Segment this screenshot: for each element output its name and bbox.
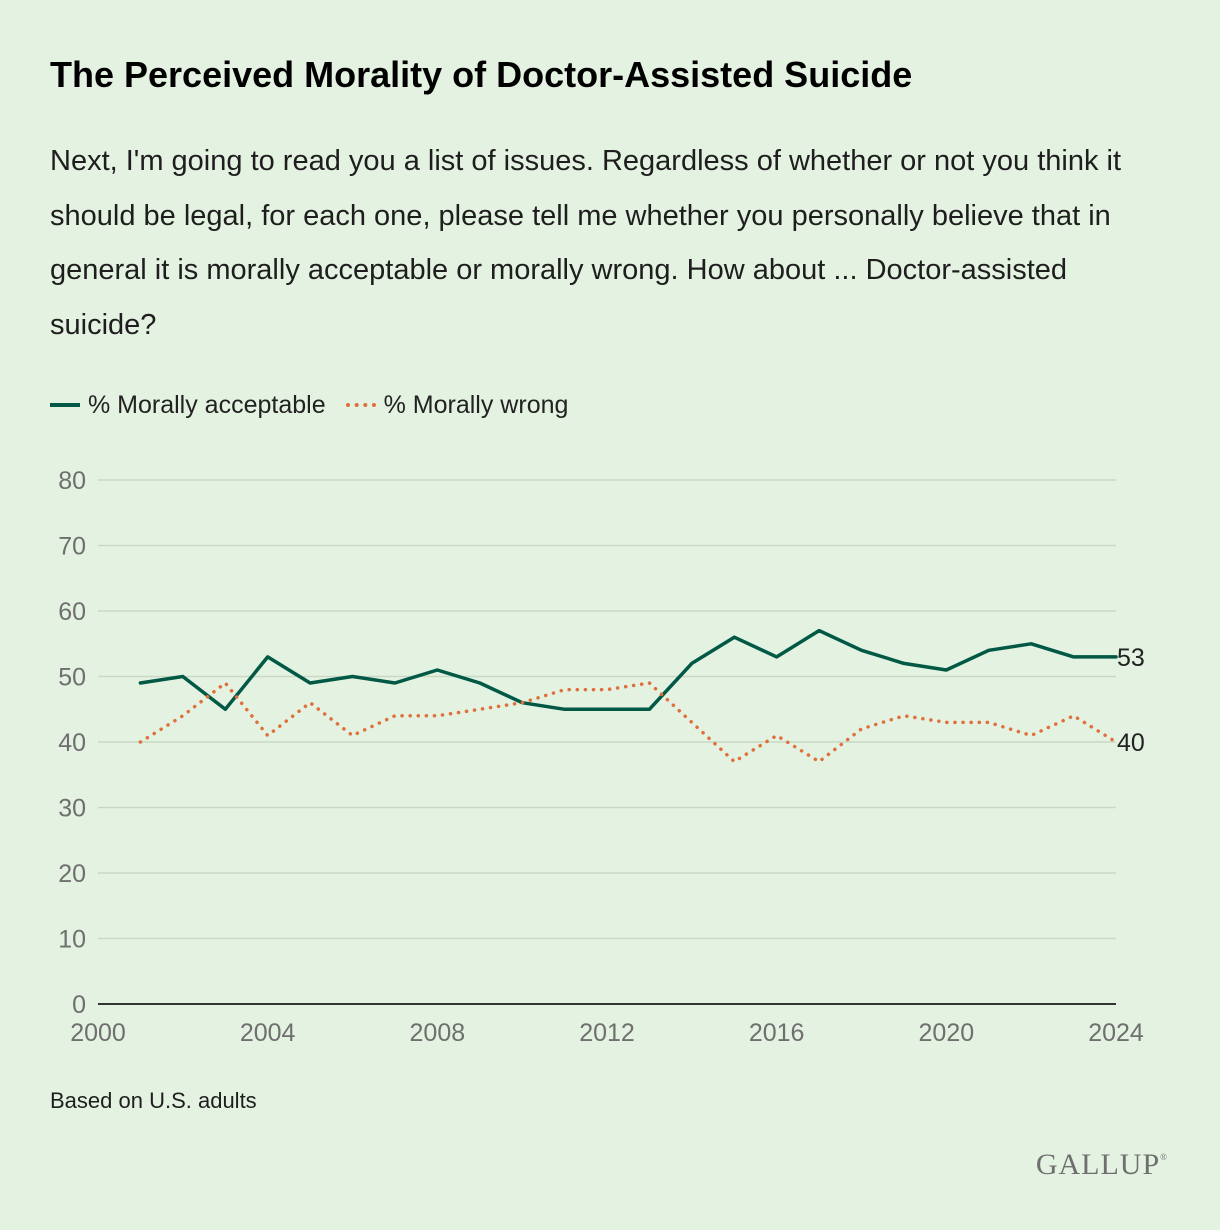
chart-subtitle: Next, I'm going to read you a list of is… xyxy=(50,145,1122,341)
x-tick-label-2012: 2012 xyxy=(579,1019,635,1047)
x-tick-label-2008: 2008 xyxy=(410,1019,466,1047)
y-tick-label-30: 30 xyxy=(58,795,86,823)
y-tick-label-20: 20 xyxy=(58,860,86,888)
x-tick-label-2016: 2016 xyxy=(749,1019,805,1047)
end-label-wrong: 40 xyxy=(1117,729,1145,757)
y-tick-label-40: 40 xyxy=(58,729,86,757)
y-tick-label-50: 50 xyxy=(58,664,86,692)
legend-label-acceptable: % Morally acceptable xyxy=(88,390,326,419)
series-line-acceptable xyxy=(138,628,1118,712)
x-tick-label-2004: 2004 xyxy=(240,1019,296,1047)
gallup-logo: GALLUP® xyxy=(1035,1148,1168,1181)
y-tick-label-80: 80 xyxy=(58,467,86,495)
legend-swatch-wrong xyxy=(345,403,376,407)
series-line-wrong xyxy=(138,681,1118,764)
legend-item-wrong: % Morally wrong xyxy=(345,390,569,420)
y-tick-label-10: 10 xyxy=(58,926,86,954)
y-tick-label-60: 60 xyxy=(58,598,86,626)
gallup-logo-text: GALLUP xyxy=(1035,1148,1161,1181)
source-note: Based on U.S. adults xyxy=(50,1088,257,1113)
legend-swatch-acceptable xyxy=(50,403,80,407)
end-label-acceptable: 53 xyxy=(1117,644,1145,672)
chart-title: The Perceived Morality of Doctor-Assiste… xyxy=(50,54,913,95)
legend-item-acceptable: % Morally acceptable xyxy=(50,391,326,420)
x-tick-label-2000: 2000 xyxy=(70,1019,126,1047)
x-tick-label-2024: 2024 xyxy=(1088,1019,1144,1047)
y-tick-label-70: 70 xyxy=(58,533,86,561)
y-tick-label-0: 0 xyxy=(72,991,86,1019)
chart-legend: % Morally acceptable % Morally wrong xyxy=(50,388,588,422)
legend-label-wrong: % Morally wrong xyxy=(383,390,569,419)
x-tick-label-2020: 2020 xyxy=(919,1019,975,1047)
